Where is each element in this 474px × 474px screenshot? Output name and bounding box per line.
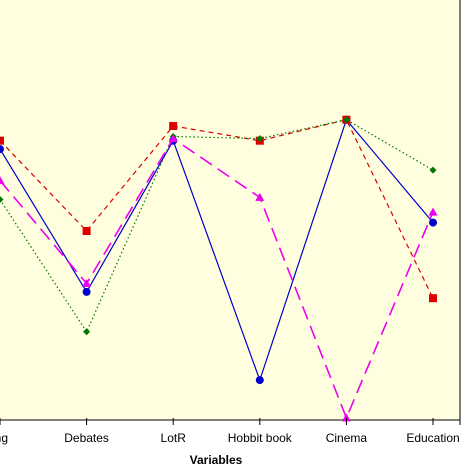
- x-axis-title: Variables: [190, 453, 243, 467]
- x-tick-label: Education: [406, 431, 459, 445]
- x-tick-label: Hobbit book: [228, 431, 293, 445]
- series-layer: [0, 115, 438, 422]
- data-point: [429, 166, 437, 174]
- series-line: [0, 119, 434, 299]
- data-point: [0, 176, 5, 185]
- series-line: [0, 137, 434, 421]
- data-point: [82, 279, 92, 287]
- data-point: [0, 136, 4, 145]
- data-point: [341, 413, 351, 422]
- data-point: [429, 218, 437, 227]
- plot-area: [0, 0, 461, 421]
- data-point: [428, 207, 438, 216]
- x-tick-label: Cinema: [326, 431, 368, 445]
- data-point: [169, 122, 178, 130]
- data-point: [168, 134, 178, 143]
- data-point: [82, 227, 91, 235]
- data-point: [82, 287, 91, 296]
- data-point: [255, 192, 265, 201]
- data-point: [0, 196, 4, 203]
- data-point: [83, 328, 91, 336]
- series-line: [0, 118, 434, 382]
- x-tick-label: Debates: [64, 431, 109, 445]
- data-point: [0, 145, 4, 154]
- x-tick-label: ing: [0, 431, 8, 445]
- x-tick-label: LotR: [161, 431, 187, 445]
- data-point: [429, 294, 437, 303]
- data-point: [256, 135, 264, 143]
- x-ticks: ing Debates LotR Hobbit book Cinema Education: [0, 418, 461, 445]
- data-point: [255, 376, 264, 385]
- data-point: [342, 116, 350, 124]
- series-3: [0, 134, 438, 422]
